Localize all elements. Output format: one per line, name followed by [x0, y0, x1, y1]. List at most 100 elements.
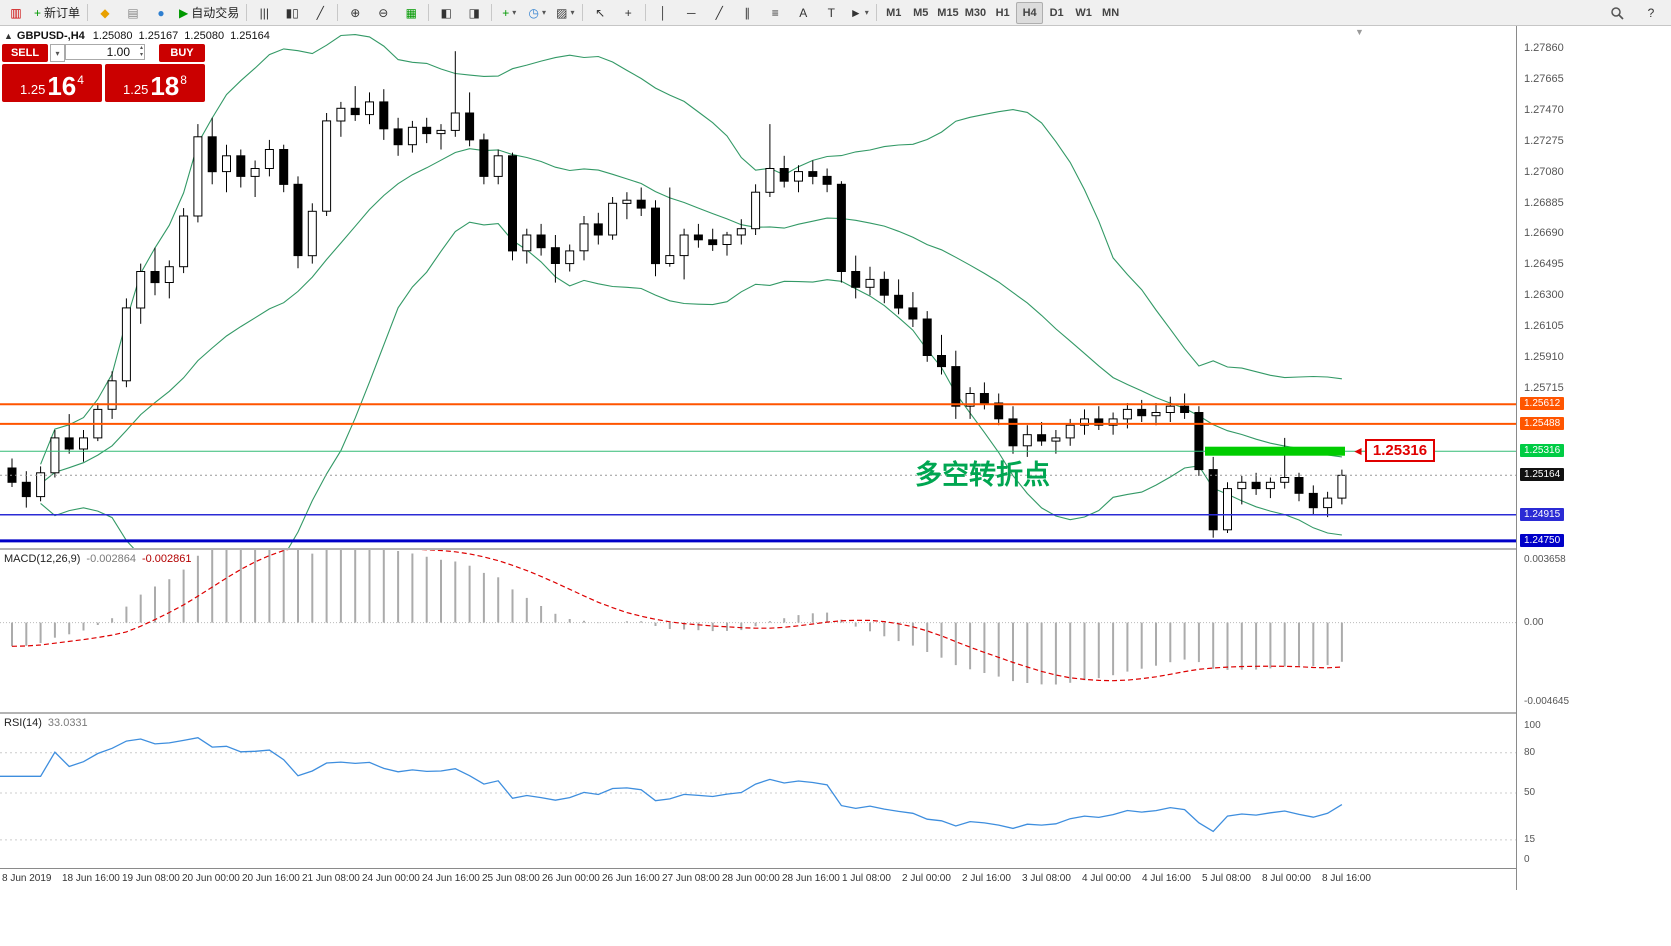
volume-input[interactable]: 1.00 ▴ ▾ — [65, 44, 145, 60]
stepper-down-icon[interactable]: ▾ — [139, 52, 143, 58]
arrange-windows-button[interactable]: ▦ — [397, 2, 425, 24]
macd-panel[interactable]: MACD(12,26,9) -0.002864 -0.002861 — [0, 550, 1516, 712]
price-tick: 1.27860 — [1524, 42, 1564, 55]
bear-candle — [536, 234, 546, 249]
symbol-label: GBPUSD-,H4 — [16, 30, 85, 42]
cursor-button[interactable]: ↖ — [586, 2, 614, 24]
left-arrow-icon: ◄ — [1352, 443, 1364, 458]
main-chart[interactable]: ▲ GBPUSD-,H4 1.25080 1.25167 1.25080 1.25164 … — [0, 26, 1516, 548]
bear-candle — [350, 107, 360, 116]
macd-axis-label: -0.004645 — [1524, 696, 1570, 707]
bull-candle — [765, 168, 775, 193]
bull-candle — [794, 171, 803, 182]
timeframe-m30-button[interactable]: M30 — [964, 6, 987, 19]
vertical-line-button[interactable]: │ — [649, 2, 677, 24]
templates-button[interactable]: ▨ ▾ — [551, 2, 579, 24]
app-icon[interactable]: ▥ — [2, 2, 30, 24]
search-button[interactable] — [1603, 2, 1631, 24]
chart-shift-marker-icon[interactable]: ▼ — [1355, 27, 1364, 37]
time-label: 8 Jul 16:00 — [1322, 873, 1371, 884]
timeframe-m15-button[interactable]: M15 — [937, 6, 959, 19]
new-order-button[interactable]: + 新订单 — [30, 2, 84, 24]
bull-candle — [965, 393, 975, 407]
cursor-icon: ↖ — [595, 5, 606, 20]
cascade-windows-button[interactable]: ◨ — [460, 2, 488, 24]
time-label: 25 Jun 08:00 — [482, 873, 540, 884]
alerts-button[interactable]: ◆ — [91, 2, 119, 24]
dropdown-arrow-icon: ▾ — [864, 8, 869, 17]
zoom-out-button[interactable]: ⊖ — [369, 2, 397, 24]
templates-icon: ▨ — [556, 5, 568, 20]
timeframe-mn-button[interactable]: MN — [1102, 6, 1120, 19]
time-label: 2 Jul 00:00 — [902, 873, 951, 884]
news-button[interactable]: ▤ — [119, 2, 147, 24]
sell-button[interactable]: SELL — [2, 44, 48, 62]
timeframe-h4-button[interactable]: H4 — [1016, 1, 1044, 24]
bear-candle — [1180, 405, 1190, 414]
horizontal-line-button[interactable]: ─ — [677, 2, 705, 24]
turning-point-annotation: 多空转折点 — [915, 460, 1050, 490]
time-label: 2 Jul 16:00 — [962, 873, 1011, 884]
time-label: 26 Jun 16:00 — [602, 873, 660, 884]
collapse-icon[interactable]: ▲ — [4, 31, 13, 41]
auto-trading-button[interactable]: ▶ 自动交易 — [175, 2, 243, 24]
rsi-axis-label: 0 — [1524, 854, 1530, 865]
rsi-chart — [0, 737, 1516, 841]
timeframe-d1-button[interactable]: D1 — [1049, 6, 1064, 19]
bear-candle — [822, 175, 832, 185]
volume-dropdown[interactable]: ▾ — [50, 44, 65, 62]
bear-candle — [636, 199, 646, 209]
buy-button[interactable]: BUY — [159, 44, 205, 62]
trendline-button[interactable]: ╱ — [705, 2, 733, 24]
periods-button[interactable]: ◷ ▾ — [523, 2, 551, 24]
bull-candle — [36, 472, 46, 498]
bottom-filler — [0, 890, 1671, 946]
indicators-button[interactable]: + ▾ — [495, 2, 523, 24]
time-axis[interactable]: 8 Jun 2019 18 Jun 16:00 19 Jun 08:00 20 Jun… — [0, 868, 1516, 891]
trendline-icon: ╱ — [715, 5, 723, 20]
bull-candle — [1237, 481, 1247, 490]
candlestick-chart[interactable] — [0, 26, 1516, 548]
label-button[interactable]: T — [817, 2, 845, 24]
crosshair-button[interactable]: + — [614, 2, 642, 24]
candlestick-chart-button[interactable]: ▮▯ — [278, 2, 306, 24]
bollinger-lower-line — [40, 221, 1342, 548]
chart-info-line: ▲ GBPUSD-,H4 1.25080 1.25167 1.25080 1.25164 — [4, 30, 276, 42]
turning-point-highlight[interactable] — [1205, 446, 1345, 456]
bear-candle — [994, 402, 1004, 420]
rsi-axis-label: 15 — [1524, 833, 1536, 845]
timeframe-m5-button[interactable]: M5 — [913, 6, 929, 19]
bull-candle — [1022, 434, 1032, 447]
bear-candle — [21, 481, 31, 498]
channel-button[interactable]: ∥ — [733, 2, 761, 24]
tile-windows-button[interactable]: ◧ — [432, 2, 460, 24]
buy-price-panel[interactable]: 1.25 18 8 — [105, 64, 205, 102]
toolbar-separator — [87, 4, 89, 21]
zoom-in-button[interactable]: ⊕ — [341, 2, 369, 24]
volume-stepper[interactable]: ▴ ▾ — [140, 45, 143, 59]
timeframe-h1-button[interactable]: H1 — [995, 6, 1010, 19]
price-callout[interactable]: ◄ 1.25316 — [1352, 439, 1436, 463]
rsi-title: RSI(14) — [4, 717, 42, 729]
community-button[interactable]: ● — [147, 2, 175, 24]
arrows-button[interactable]: ► ▾ — [845, 2, 873, 24]
bar-chart-button[interactable]: ||| — [250, 2, 278, 24]
price-axis[interactable]: 1.27860 1.27665 1.27470 1.27275 1.27080 1.268… — [1516, 26, 1671, 890]
bull-candle — [751, 191, 761, 230]
line-chart-button[interactable]: ╱ — [306, 2, 334, 24]
bull-candle — [336, 107, 346, 122]
panel-separator[interactable] — [0, 548, 1671, 550]
panel-separator[interactable] — [0, 712, 1671, 714]
time-label: 28 Jun 16:00 — [782, 873, 840, 884]
sell-price-panel[interactable]: 1.25 16 4 — [2, 64, 102, 102]
bear-candle — [879, 278, 889, 296]
timeframe-m1-button[interactable]: M1 — [886, 6, 902, 19]
timeframe-w1-button[interactable]: W1 — [1075, 6, 1092, 19]
rsi-panel[interactable]: RSI(14) 33.0331 — [0, 714, 1516, 868]
stepper-up-icon[interactable]: ▴ — [139, 45, 143, 51]
toolbar-separator — [582, 4, 584, 21]
text-button[interactable]: A — [789, 2, 817, 24]
toolbar-separator — [876, 4, 878, 21]
help-button[interactable]: ? — [1647, 6, 1655, 20]
fibonacci-button[interactable]: ≡ — [761, 2, 789, 24]
